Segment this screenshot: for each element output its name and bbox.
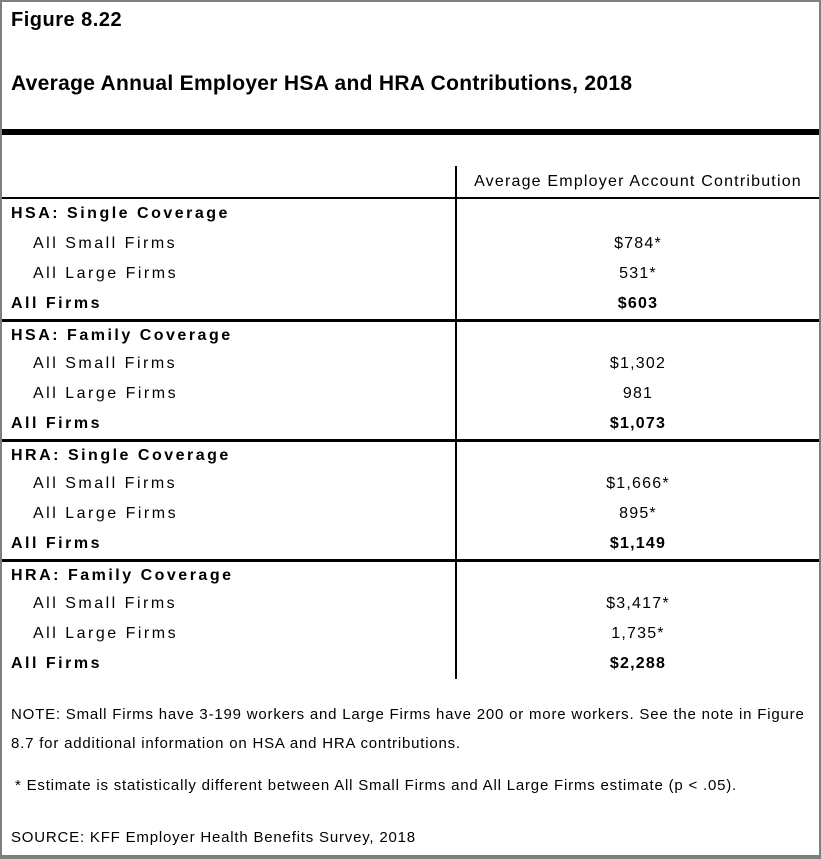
row-label: All Large Firms	[33, 505, 179, 522]
row-label: All Small Firms	[33, 595, 178, 612]
data-row: All Large Firms 981	[2, 379, 819, 409]
row-value: $784*	[455, 229, 819, 259]
title-rule	[2, 129, 819, 135]
section-header-row: HSA: Single Coverage	[2, 199, 819, 229]
row-label: All Large Firms	[33, 385, 179, 402]
data-row: All Small Firms $1,666*	[2, 469, 819, 499]
row-value: $1,149	[455, 529, 819, 559]
note-text: NOTE: Small Firms have 3-199 workers and…	[11, 706, 805, 752]
value-column-header: Average Employer Account Contribution	[455, 166, 819, 197]
data-row: All Large Firms 531*	[2, 259, 819, 289]
row-value: $1,073	[455, 409, 819, 439]
section-header-value-cell	[455, 199, 819, 229]
contributions-table: Average Employer Account Contribution HS…	[2, 166, 819, 679]
section-header-row: HSA: Family Coverage	[2, 319, 819, 349]
empty-header-cell	[2, 166, 455, 197]
section-header-label: HSA: Single Coverage	[11, 205, 230, 222]
all-firms-row: All Firms $2,288	[2, 649, 819, 679]
data-row: All Small Firms $3,417*	[2, 589, 819, 619]
row-label: All Small Firms	[33, 235, 178, 252]
data-row: All Large Firms 1,735*	[2, 619, 819, 649]
data-row: All Small Firms $784*	[2, 229, 819, 259]
row-value: $3,417*	[455, 589, 819, 619]
data-row: All Small Firms $1,302	[2, 349, 819, 379]
row-value: $1,666*	[455, 469, 819, 499]
row-value: $2,288	[455, 649, 819, 679]
row-label: All Firms	[11, 295, 102, 312]
row-value: 981	[455, 379, 819, 409]
row-value: 1,735*	[455, 619, 819, 649]
row-value: $603	[455, 289, 819, 319]
data-row: All Large Firms 895*	[2, 499, 819, 529]
table-header-row: Average Employer Account Contribution	[2, 166, 819, 199]
asterisk-note: * Estimate is statistically different be…	[15, 777, 738, 794]
row-label: All Firms	[11, 535, 102, 552]
figure-label: Figure 8.22	[11, 9, 123, 31]
section-header-label: HRA: Single Coverage	[11, 446, 231, 464]
row-label: All Large Firms	[33, 265, 179, 282]
page-title: Average Annual Employer HSA and HRA Cont…	[11, 72, 633, 95]
row-value: $1,302	[455, 349, 819, 379]
all-firms-row: All Firms $1,073	[2, 409, 819, 439]
section-header-value-cell	[455, 322, 819, 349]
all-firms-row: All Firms $603	[2, 289, 819, 319]
row-label: All Small Firms	[33, 475, 178, 492]
row-label: All Large Firms	[33, 625, 179, 642]
row-label: All Small Firms	[33, 355, 178, 372]
section-header-value-cell	[455, 442, 819, 469]
row-value: 531*	[455, 259, 819, 289]
source-text: SOURCE: KFF Employer Health Benefits Sur…	[11, 829, 416, 846]
section-header-row: HRA: Single Coverage	[2, 439, 819, 469]
row-label: All Firms	[11, 415, 102, 432]
section-header-label: HSA: Family Coverage	[11, 326, 233, 344]
section-header-label: HRA: Family Coverage	[11, 566, 234, 584]
section-header-value-cell	[455, 562, 819, 589]
row-value: 895*	[455, 499, 819, 529]
all-firms-row: All Firms $1,149	[2, 529, 819, 559]
section-header-row: HRA: Family Coverage	[2, 559, 819, 589]
row-label: All Firms	[11, 655, 102, 672]
